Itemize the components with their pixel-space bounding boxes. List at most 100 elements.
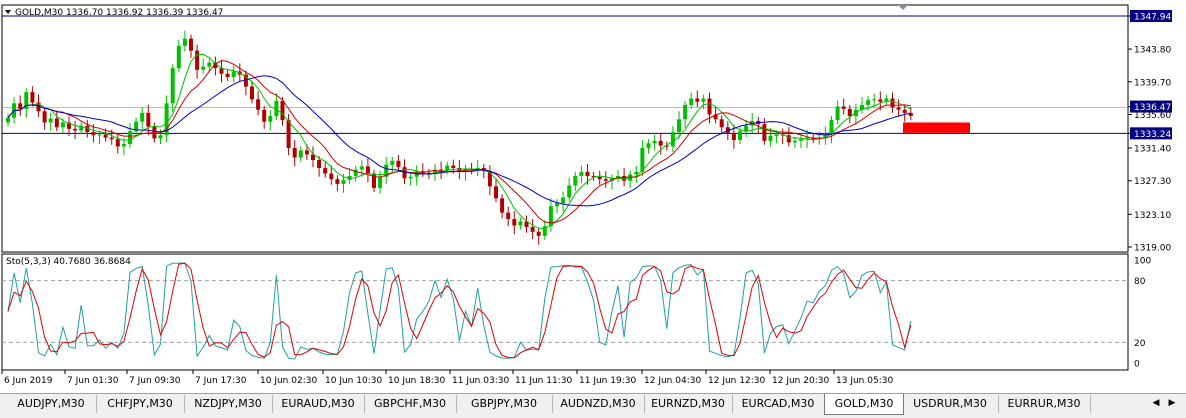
scroll-left-icon[interactable]: ◀: [1152, 398, 1160, 408]
candle-body: [542, 226, 547, 236]
candle-body: [713, 114, 718, 120]
candle-body: [616, 175, 620, 179]
price-label: 1319.00: [1134, 244, 1171, 254]
candle-body: [280, 100, 285, 121]
candle-body: [109, 137, 114, 140]
time-label: 11 Jun 03:30: [452, 376, 509, 386]
candle-body: [121, 144, 126, 147]
candle-body: [384, 164, 389, 177]
candle-body: [335, 179, 340, 184]
candle-body: [890, 98, 895, 108]
candle-body: [274, 100, 279, 117]
candle-body: [365, 166, 370, 174]
candle-body: [652, 140, 657, 144]
candle-body: [73, 128, 78, 131]
time-label: 11 Jun 11:30: [515, 376, 572, 386]
stoch-header: Sto(5,3,3) 40.7680 36.8684: [6, 257, 131, 267]
candle-body: [286, 120, 291, 149]
candle-body: [518, 221, 523, 226]
tab-eurnzd-m30[interactable]: EURNZD,M30: [644, 395, 733, 413]
tab-chfjpy-m30[interactable]: CHFJPY,M30: [96, 395, 185, 413]
tab-nzdjpy-m30[interactable]: NZDJPY,M30: [184, 395, 273, 413]
candle-body: [372, 173, 376, 188]
time-label: 7 Jun 17:30: [195, 376, 247, 386]
tab-eurcad-m30[interactable]: EURCAD,M30: [732, 395, 825, 413]
candle-body: [378, 176, 383, 188]
candle-body: [512, 219, 517, 226]
candle-body: [134, 121, 139, 132]
stochastic-plot: [2, 262, 1128, 360]
candle-body: [799, 139, 803, 141]
tab-eurrur-m30[interactable]: EURRUR,M30: [998, 395, 1091, 413]
price-label: 1335.60: [1134, 111, 1171, 121]
tab-usdrur-m30[interactable]: USDRUR,M30: [902, 395, 999, 413]
candle-body: [42, 111, 47, 123]
candle-body: [268, 116, 273, 122]
candle-body: [609, 178, 614, 181]
candle-body: [201, 66, 206, 70]
candle-body: [786, 135, 791, 143]
symbol-tab-bar: AUDJPY,M30 CHFJPY,M30 NZDJPY,M30 EURAUD,M30…: [0, 393, 1186, 418]
scroll-marker-icon: [898, 5, 908, 10]
candle-body: [579, 171, 584, 176]
candle-body: [701, 98, 706, 102]
tab-gold-m30[interactable]: GOLD,M30: [824, 394, 904, 415]
candle-body: [36, 102, 41, 112]
candle-body: [640, 148, 645, 172]
candle-body: [847, 108, 852, 117]
candle-body: [603, 179, 608, 181]
time-label: 6 Jun 2019: [4, 376, 53, 386]
candle-body: [30, 92, 35, 103]
candle-body: [176, 45, 181, 69]
candle-body: [243, 74, 248, 87]
price-plot: [2, 15, 1128, 245]
price-label: 1347.94: [1134, 13, 1171, 23]
candle-body: [573, 175, 578, 186]
candle-body: [866, 100, 871, 105]
candle-body: [506, 212, 511, 220]
candle-body: [140, 112, 145, 122]
candle-body: [457, 167, 462, 172]
time-axis: 6 Jun 2019 7 Jun 01:30 7 Jun 09:30 7 Jun 17…: [1, 370, 893, 386]
candle-body: [695, 98, 700, 102]
stoch-label: 0: [1134, 360, 1140, 370]
price-label: 1336.47: [1134, 103, 1171, 113]
main-pane-frame: [1, 4, 1129, 253]
candle-body: [219, 68, 224, 74]
candle-body: [426, 172, 431, 174]
candle-body: [561, 197, 566, 204]
candle-body: [725, 127, 730, 133]
tab-gbpchf-m30[interactable]: GBPCHF,M30: [364, 395, 457, 413]
candle-body: [530, 227, 535, 232]
time-label: 7 Jun 01:30: [67, 376, 119, 386]
candle-body: [182, 38, 187, 46]
candle-body: [250, 86, 254, 100]
price-label-box: [1130, 10, 1172, 22]
candle-body: [884, 98, 889, 102]
dropdown-arrow-icon[interactable]: [5, 10, 11, 14]
candle-body: [780, 134, 785, 136]
candle-body: [646, 143, 651, 149]
candle-body: [170, 68, 175, 104]
tab-gbpjpy-m30[interactable]: GBPJPY,M30: [456, 395, 553, 413]
tab-audnzd-m30[interactable]: AUDNZD,M30: [552, 395, 645, 413]
scroll-right-icon[interactable]: ▶: [1168, 398, 1176, 408]
candle-body: [115, 139, 120, 147]
time-label: 12 Jun 20:30: [772, 376, 829, 386]
stoch-d-line: [7, 262, 912, 359]
candle-body: [585, 171, 590, 176]
candle-body: [823, 134, 828, 138]
price-zone-marker[interactable]: [903, 122, 970, 133]
candle-body: [536, 231, 541, 236]
tab-euraud-m30[interactable]: EURAUD,M30: [272, 395, 365, 413]
candle-body: [390, 160, 395, 165]
price-label: 1327.30: [1134, 177, 1171, 187]
candle-body: [128, 131, 132, 145]
ma-line-1: [7, 53, 912, 230]
tab-audjpy-m30[interactable]: AUDJPY,M30: [6, 395, 97, 413]
candle-body: [634, 171, 639, 175]
candle-body: [341, 179, 346, 184]
candle-body: [402, 167, 407, 179]
time-label: 12 Jun 12:30: [708, 376, 765, 386]
